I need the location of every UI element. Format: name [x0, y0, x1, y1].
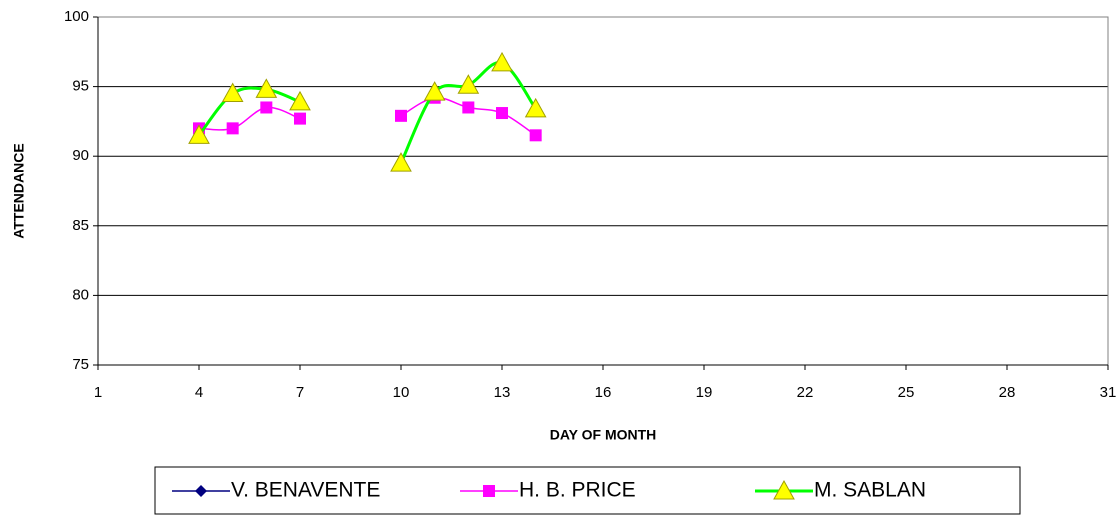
- y-tick-label: 100: [64, 8, 89, 25]
- x-tick-label: 22: [797, 384, 814, 401]
- x-tick-label: 4: [195, 384, 203, 401]
- data-point: [529, 129, 542, 142]
- y-tick-label: 90: [72, 147, 89, 164]
- data-point: [226, 122, 239, 135]
- data-point: [496, 107, 508, 120]
- data-point: [524, 97, 547, 118]
- x-tick-label: 28: [999, 384, 1016, 401]
- x-tick-label: 7: [296, 384, 304, 401]
- data-point: [221, 82, 244, 103]
- x-tick-label: 10: [393, 384, 410, 401]
- legend-marker: [195, 485, 207, 497]
- legend-marker: [483, 485, 495, 497]
- x-tick-label: 13: [494, 384, 511, 401]
- y-tick-label: 80: [72, 286, 89, 303]
- data-point: [390, 152, 412, 172]
- data-point: [188, 124, 210, 144]
- plot-area: [97, 16, 1109, 366]
- series-line: [198, 106, 301, 131]
- y-axis-title: ATTENDANCE: [11, 143, 27, 238]
- y-tick-label: 95: [72, 78, 89, 95]
- x-tick-label: 31: [1100, 384, 1117, 401]
- data-point: [260, 101, 273, 114]
- x-tick-label: 19: [696, 384, 713, 401]
- series-line: [197, 86, 301, 137]
- legend-label: H. B. PRICE: [519, 479, 636, 502]
- data-point: [395, 109, 407, 122]
- data-point: [289, 90, 311, 111]
- data-point: [491, 51, 513, 72]
- legend-box: [154, 466, 1021, 515]
- data-point: [423, 81, 446, 101]
- x-tick-label: 1: [94, 384, 102, 401]
- data-point: [457, 74, 480, 94]
- legend-label: M. SABLAN: [814, 479, 926, 502]
- legend-label: V. BENAVENTE: [231, 479, 380, 502]
- y-tick-label: 75: [72, 356, 89, 373]
- data-point: [462, 101, 475, 114]
- data-point: [255, 78, 278, 98]
- y-tick-label: 85: [72, 217, 89, 234]
- x-axis-title: DAY OF MONTH: [550, 427, 657, 443]
- legend-marker: [773, 479, 795, 500]
- x-tick-label: 25: [898, 384, 915, 401]
- data-point: [294, 112, 306, 125]
- x-tick-label: 16: [595, 384, 612, 401]
